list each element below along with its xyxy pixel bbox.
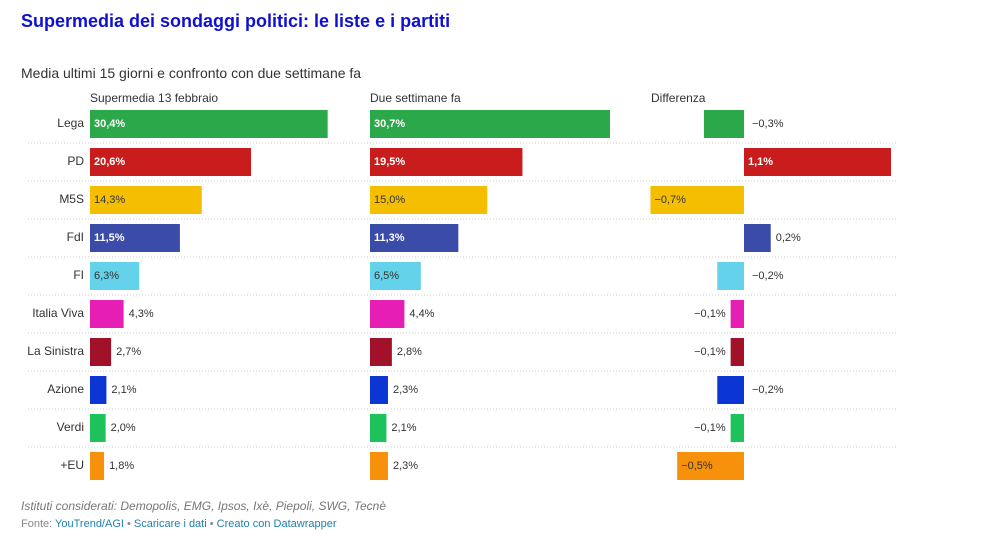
row-label: Lega — [57, 116, 84, 130]
bar[interactable] — [90, 224, 180, 252]
diff-value-label: −0,2% — [752, 384, 784, 396]
bar-value-label: 4,4% — [409, 308, 434, 320]
chart-subtitle: Media ultimi 15 giorni e confronto con d… — [21, 65, 362, 81]
diff-value-label: −0,1% — [694, 422, 726, 434]
download-data-link[interactable]: Scaricare i dati — [133, 518, 207, 530]
bar[interactable] — [370, 300, 405, 328]
bar-value-label: 2,1% — [111, 384, 136, 396]
bar[interactable] — [90, 452, 105, 480]
diff-bar[interactable] — [703, 110, 744, 138]
diff-value-label: −0,2% — [752, 270, 784, 282]
bar[interactable] — [370, 186, 488, 214]
column-header: Supermedia 13 febbraio — [90, 91, 218, 105]
column-header: Due settimane fa — [370, 91, 461, 105]
bar-value-label: 2,8% — [397, 346, 422, 358]
diff-value-label: −0,5% — [681, 460, 713, 472]
bar[interactable] — [370, 224, 459, 252]
row-label: La Sinistra — [27, 344, 84, 358]
bar-value-label: 2,3% — [393, 384, 418, 396]
bar[interactable] — [370, 262, 421, 290]
bar[interactable] — [370, 414, 387, 442]
bar[interactable] — [90, 186, 202, 214]
diff-value-label: −0,3% — [752, 118, 784, 130]
diff-bar[interactable] — [650, 186, 744, 214]
datawrapper-link[interactable]: Creato con Datawrapper — [216, 518, 337, 530]
diff-bar[interactable] — [677, 452, 744, 480]
bar[interactable] — [90, 376, 107, 404]
diff-bar[interactable] — [744, 148, 891, 176]
row-label: Italia Viva — [32, 306, 84, 320]
diff-value-label: −0,7% — [654, 194, 686, 206]
bar-value-label: 6,3% — [94, 270, 119, 282]
row-label: PD — [67, 154, 84, 168]
bar-value-label: 20,6% — [94, 156, 125, 168]
bar[interactable] — [90, 148, 252, 176]
bar-value-label: 15,0% — [374, 194, 405, 206]
bar-value-label: 6,5% — [374, 270, 399, 282]
bar[interactable] — [370, 110, 610, 138]
column-header: Differenza — [651, 91, 706, 105]
chart-notes: Istituti considerati: Demopolis, EMG, Ip… — [21, 499, 387, 513]
footer-prefix: Fonte: — [21, 518, 56, 530]
diff-bar[interactable] — [717, 262, 744, 290]
bar-value-label: 2,0% — [111, 422, 136, 434]
bar[interactable] — [90, 338, 112, 366]
footer-separator: • — [123, 518, 134, 530]
diff-bar[interactable] — [730, 338, 744, 366]
diff-value-label: 1,1% — [748, 156, 773, 168]
source-link[interactable]: YouTrend/AGI — [55, 518, 124, 530]
diff-bar[interactable] — [717, 376, 744, 404]
bar-value-label: 19,5% — [374, 156, 405, 168]
row-label: +EU — [60, 458, 84, 472]
bar-value-label: 2,7% — [116, 346, 141, 358]
bar-value-label: 11,5% — [94, 232, 125, 244]
bar[interactable] — [90, 414, 106, 442]
bar[interactable] — [370, 338, 392, 366]
bar-value-label: 30,7% — [374, 118, 405, 130]
bar[interactable] — [90, 110, 328, 138]
footer-separator: • — [206, 518, 217, 530]
bar-value-label: 14,3% — [94, 194, 125, 206]
row-label: Verdi — [57, 420, 84, 434]
bar-value-label: 2,1% — [391, 422, 416, 434]
diff-bar[interactable] — [744, 224, 771, 252]
bar[interactable] — [370, 452, 388, 480]
row-label: FdI — [67, 230, 84, 244]
row-label: FI — [73, 268, 84, 282]
chart-title: Supermedia dei sondaggi politici: le lis… — [21, 11, 451, 31]
bar[interactable] — [90, 262, 140, 290]
row-label: M5S — [59, 192, 84, 206]
bar-value-label: 30,4% — [94, 118, 125, 130]
bar[interactable] — [370, 376, 388, 404]
diff-value-label: −0,1% — [694, 308, 726, 320]
diff-value-label: −0,1% — [694, 346, 726, 358]
diff-bar[interactable] — [730, 300, 744, 328]
bar-value-label: 1,8% — [109, 460, 134, 472]
row-label: Azione — [47, 382, 84, 396]
bar-value-label: 11,3% — [374, 232, 405, 244]
diff-value-label: 0,2% — [776, 232, 801, 244]
bar[interactable] — [370, 148, 523, 176]
bar[interactable] — [90, 300, 124, 328]
bar-value-label: 4,3% — [129, 308, 154, 320]
chart-footer: Fonte: YouTrend/AGI • Scaricare i dati •… — [21, 518, 337, 530]
diff-bar[interactable] — [730, 414, 744, 442]
bar-value-label: 2,3% — [393, 460, 418, 472]
